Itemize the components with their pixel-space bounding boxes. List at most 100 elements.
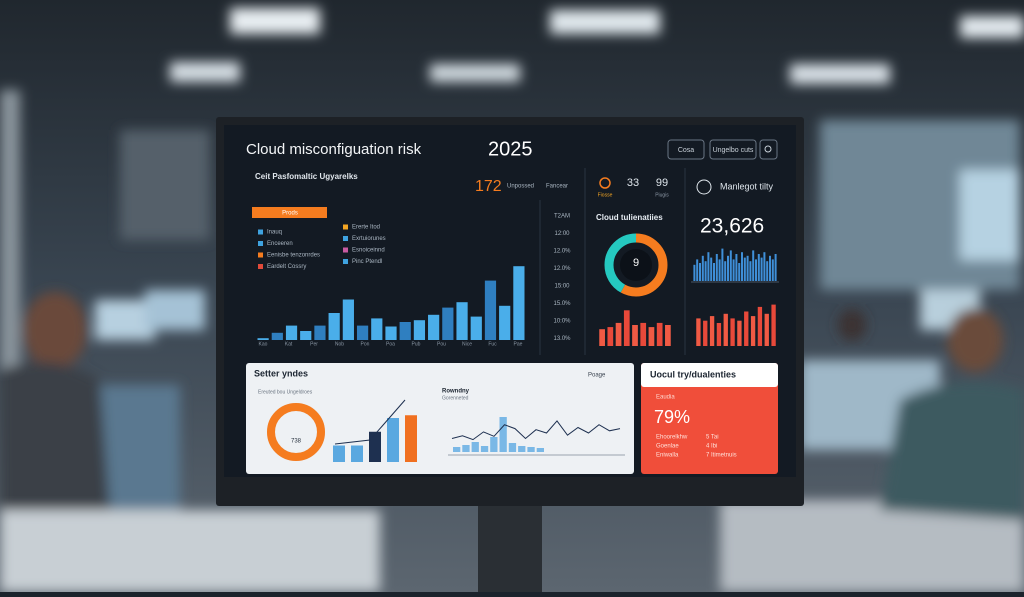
row-label: 5 Tai	[706, 435, 719, 441]
legend-swatch	[343, 259, 348, 264]
bar	[703, 320, 708, 346]
manage-icon	[696, 179, 712, 195]
bar	[752, 250, 755, 281]
bar	[750, 316, 756, 346]
button[interactable]	[667, 139, 705, 160]
bar	[716, 323, 722, 346]
bar	[769, 255, 771, 281]
bar	[766, 261, 769, 281]
legend-swatch	[258, 229, 263, 235]
bar	[704, 261, 707, 281]
legend-swatch	[258, 241, 263, 246]
bar	[757, 306, 763, 346]
bar	[709, 316, 715, 346]
x-label: Poa	[386, 341, 395, 347]
legend-label: Pinc Ptendl	[352, 259, 382, 265]
legend-label: Eardelt Cossry	[267, 264, 306, 270]
bar	[744, 311, 749, 346]
bar	[710, 257, 713, 281]
vuln-panel	[641, 363, 778, 474]
bar	[518, 446, 526, 452]
bar	[699, 263, 701, 281]
x-label: Pon	[361, 341, 370, 347]
bar	[735, 254, 738, 281]
chart-subtitle: Gorenneted	[442, 395, 469, 401]
bar	[399, 322, 411, 340]
bar	[462, 445, 470, 452]
bar	[499, 305, 511, 340]
donut-center: 9	[633, 257, 639, 269]
x-label: Kao	[259, 341, 268, 347]
donut-arc	[267, 403, 325, 461]
legend-swatch	[258, 264, 263, 269]
legend-label: Exrtuiorunes	[352, 236, 386, 242]
stat-icon	[599, 177, 611, 189]
bar	[755, 259, 757, 281]
bar	[471, 442, 479, 452]
bar	[333, 445, 345, 462]
bar	[737, 320, 742, 346]
bar	[527, 447, 535, 452]
vuln-value: 79%	[654, 407, 690, 427]
bar	[648, 327, 655, 346]
panel-title: Setter yndes	[254, 368, 308, 378]
line-series	[451, 420, 621, 441]
x-label: Per	[310, 341, 318, 347]
bar	[757, 254, 760, 281]
bar	[536, 448, 544, 452]
tab[interactable]	[252, 207, 327, 218]
bar	[741, 252, 743, 281]
trend-value: 23,626	[700, 215, 764, 238]
bar	[743, 257, 746, 281]
bar	[738, 263, 741, 281]
bar	[442, 307, 454, 340]
bar	[257, 338, 269, 340]
axis-label: 15.0%	[553, 301, 571, 307]
x-label: Pub	[412, 341, 421, 347]
button-label: Cosa	[678, 147, 694, 154]
legend-label: Esnoiceinnd	[352, 248, 385, 254]
donut-hole	[620, 249, 652, 281]
chart-title: Rowndny	[442, 389, 470, 395]
bar	[771, 304, 776, 346]
legend-label: Ererte Itod	[352, 225, 380, 231]
row-label: Ehoorelkhw	[656, 435, 688, 441]
bar	[356, 325, 369, 340]
bar	[453, 447, 461, 452]
bar	[508, 443, 517, 452]
bar	[640, 322, 647, 346]
row-label: Goenlae	[656, 444, 679, 450]
bar	[271, 332, 283, 340]
bar	[656, 322, 663, 346]
caption: Ereuted bou Ungeldroes	[258, 389, 313, 395]
search-button[interactable]	[759, 139, 778, 160]
bar	[665, 325, 671, 346]
x-label: Fuc	[488, 341, 497, 347]
stat-label: Fiosse	[598, 192, 613, 198]
row-label: Eniwalla	[656, 453, 679, 459]
bar	[456, 302, 468, 340]
x-label: Pou	[437, 341, 446, 347]
panel-title: Uocul try/dualenties	[650, 369, 736, 379]
year: 2025	[488, 138, 533, 160]
x-label: Nice	[462, 341, 472, 347]
bar	[746, 255, 749, 281]
axis-label: 12:00	[554, 231, 570, 237]
bar	[470, 316, 482, 340]
donut-segment	[604, 233, 668, 297]
bar	[387, 418, 399, 462]
bar	[428, 314, 440, 340]
button[interactable]	[709, 139, 757, 160]
bar	[771, 259, 774, 281]
legend-label: Inauq	[267, 230, 282, 236]
dropdown[interactable]: Poage	[588, 373, 606, 379]
vuln-header	[641, 363, 778, 387]
axis-label: T2AM	[554, 214, 570, 220]
bar	[490, 437, 498, 452]
bar	[727, 255, 729, 281]
bar	[623, 310, 630, 346]
bar	[484, 280, 497, 340]
row-label: 4 Ibi	[706, 444, 717, 450]
